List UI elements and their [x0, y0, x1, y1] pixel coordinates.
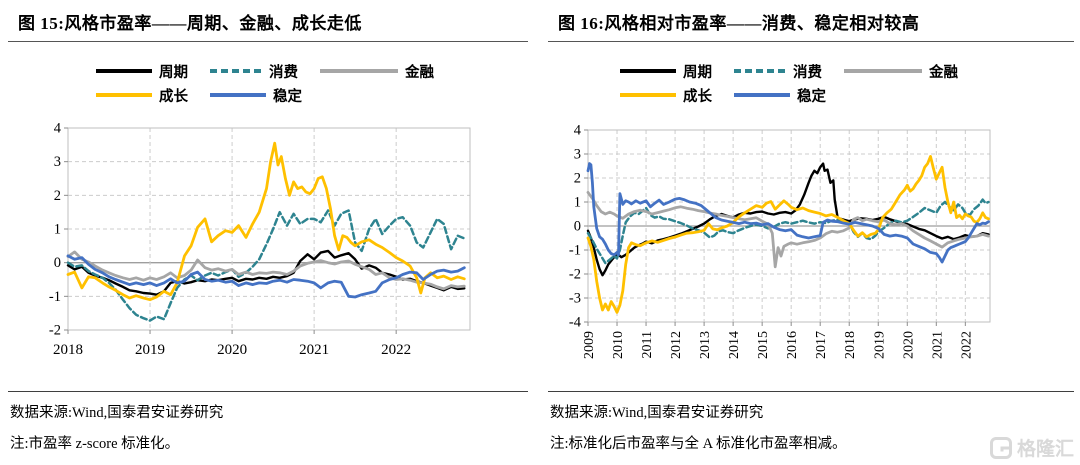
- x-tick-label: 2018: [843, 331, 858, 359]
- legend-item-stable: 稳定: [210, 85, 302, 106]
- legend-swatch-cycle: [96, 69, 152, 73]
- legend-label-financial: 金融: [929, 64, 958, 81]
- x-tick-label: 2015: [756, 331, 771, 359]
- y-tick-label: -1: [569, 243, 581, 259]
- legend-swatch-cycle: [620, 69, 676, 73]
- watermark: 格隆汇: [989, 434, 1074, 461]
- x-tick-label: 2013: [698, 331, 713, 359]
- legend-row: 成长 稳定: [96, 83, 528, 107]
- x-tick-label: 2017: [814, 331, 829, 359]
- x-tick-label: 2010: [611, 331, 626, 359]
- y-tick-label: 4: [54, 121, 62, 137]
- figure-16-title: 图 16:风格相对市盈率——消费、稳定相对较高: [548, 0, 1074, 42]
- x-tick-label: 2022: [381, 342, 411, 358]
- legend-label-growth: 成长: [159, 88, 188, 105]
- data-source-text: 数据来源:Wind,国泰君安证券研究: [550, 405, 764, 421]
- y-tick-label: 1: [574, 195, 581, 211]
- figure-15-panel: 图 15:风格市盈率——周期、金融、成长走低 周期 消费 金融成长 稳定 -2 -1 0 1…: [8, 0, 528, 465]
- x-tick-label: 2022: [959, 331, 974, 359]
- legend-swatch-consumer: [734, 69, 786, 73]
- y-tick-label: 3: [54, 154, 61, 170]
- x-tick-label: 2011: [640, 331, 655, 358]
- figure-15-chart: -2 -1 0 1 2 3 4 2018 2019 2020 2021 2022: [49, 121, 471, 358]
- legend-label-stable: 稳定: [273, 88, 302, 105]
- x-tick-label: 2020: [217, 342, 247, 358]
- series-growth: [586, 155, 990, 314]
- series-stable: [66, 254, 466, 299]
- figure-15-footer: 数据来源:Wind,国泰君安证券研究 注:市盈率 z-score 标准化。: [8, 391, 528, 453]
- legend-swatch-consumer: [210, 69, 262, 73]
- y-tick-label: 3: [574, 147, 581, 163]
- series-stable: [586, 162, 990, 264]
- series-growth: [66, 141, 466, 302]
- x-tick-label: 2016: [785, 331, 800, 359]
- y-tick-label: 2: [54, 188, 61, 204]
- series-consumer: [66, 209, 466, 322]
- x-tick-label: 2020: [901, 331, 916, 359]
- legend-label-cycle: 周期: [683, 64, 712, 81]
- legend-label-financial: 金融: [405, 64, 434, 81]
- legend-swatch-financial: [844, 69, 922, 73]
- y-tick-label: -4: [569, 315, 582, 331]
- legend-label-growth: 成长: [683, 88, 712, 105]
- y-tick-label: -2: [49, 323, 61, 339]
- x-tick-label: 2019: [135, 342, 165, 358]
- legend-row: 成长 稳定: [620, 83, 1074, 107]
- x-tick-label: 2021: [299, 342, 329, 358]
- legend-swatch-growth: [96, 93, 152, 97]
- figure-16-panel: 图 16:风格相对市盈率——消费、稳定相对较高 周期 消费 金融 成长 稳定 -4 -3-…: [548, 0, 1074, 465]
- figure-16-footer: 数据来源:Wind,国泰君安证券研究 注:标准化后市盈率与全 A 标准化市盈率相…: [548, 391, 1074, 453]
- watermark-text: 格隆汇: [1016, 439, 1074, 460]
- gelonghui-logo-icon: [989, 436, 1012, 459]
- legend-item-cycle: 周期: [96, 61, 188, 82]
- y-tick-label: -3: [569, 291, 581, 307]
- x-tick-label: 2019: [872, 331, 887, 359]
- x-tick-label: 2009: [582, 331, 597, 359]
- note-text: 注:标准化后市盈率与全 A 标准化市盈率相减。: [550, 436, 847, 452]
- y-tick-label: 2: [574, 171, 581, 187]
- y-tick-label: 4: [574, 123, 582, 139]
- x-tick-label: 2012: [669, 331, 684, 359]
- y-tick-label: 1: [54, 222, 61, 238]
- figure-15-legend: 周期 消费 金融成长 稳定: [96, 59, 528, 107]
- figure-16-legend: 周期 消费 金融成长 稳定: [620, 59, 1074, 107]
- figure-15-title: 图 15:风格市盈率——周期、金融、成长走低: [8, 0, 528, 42]
- legend-label-stable: 稳定: [797, 88, 826, 105]
- legend-item-consumer: 消费: [734, 61, 822, 82]
- data-source-text: 数据来源:Wind,国泰君安证券研究: [10, 405, 224, 421]
- x-tick-label: 2014: [727, 331, 742, 359]
- legend-item-financial: 金融: [844, 61, 958, 82]
- legend-row: 周期 消费 金融: [620, 59, 1074, 83]
- legend-row: 周期 消费 金融: [96, 59, 528, 83]
- legend-swatch-stable: [210, 93, 266, 97]
- series-financial: [586, 191, 990, 269]
- legend-label-consumer: 消费: [793, 64, 822, 81]
- legend-swatch-growth: [620, 93, 676, 97]
- figure-16-chart: -4 -3 -2 -1 0 1 2 3 4 2009 2010 2011 2012 2013 2014 201…: [569, 123, 991, 359]
- legend-item-growth: 成长: [96, 85, 188, 106]
- legend-item-cycle: 周期: [620, 61, 712, 82]
- y-tick-label: 0: [574, 219, 581, 235]
- y-tick-label: 0: [54, 255, 61, 271]
- plot-border: [67, 127, 471, 331]
- legend-label-consumer: 消费: [269, 64, 298, 81]
- series-financial: [66, 250, 466, 291]
- legend-item-financial: 金融: [320, 61, 434, 82]
- series-cycle: [586, 162, 990, 277]
- y-tick-label: -1: [49, 289, 61, 305]
- x-tick-label: 2021: [930, 331, 945, 359]
- legend-item-growth: 成长: [620, 85, 712, 106]
- legend-item-consumer: 消费: [210, 61, 298, 82]
- x-tick-label: 2018: [53, 342, 83, 358]
- y-tick-label: -2: [569, 267, 581, 283]
- legend-item-stable: 稳定: [734, 85, 826, 106]
- legend-label-cycle: 周期: [159, 64, 188, 81]
- legend-swatch-stable: [734, 93, 790, 97]
- note-text: 注:市盈率 z-score 标准化。: [10, 436, 180, 452]
- legend-swatch-financial: [320, 69, 398, 73]
